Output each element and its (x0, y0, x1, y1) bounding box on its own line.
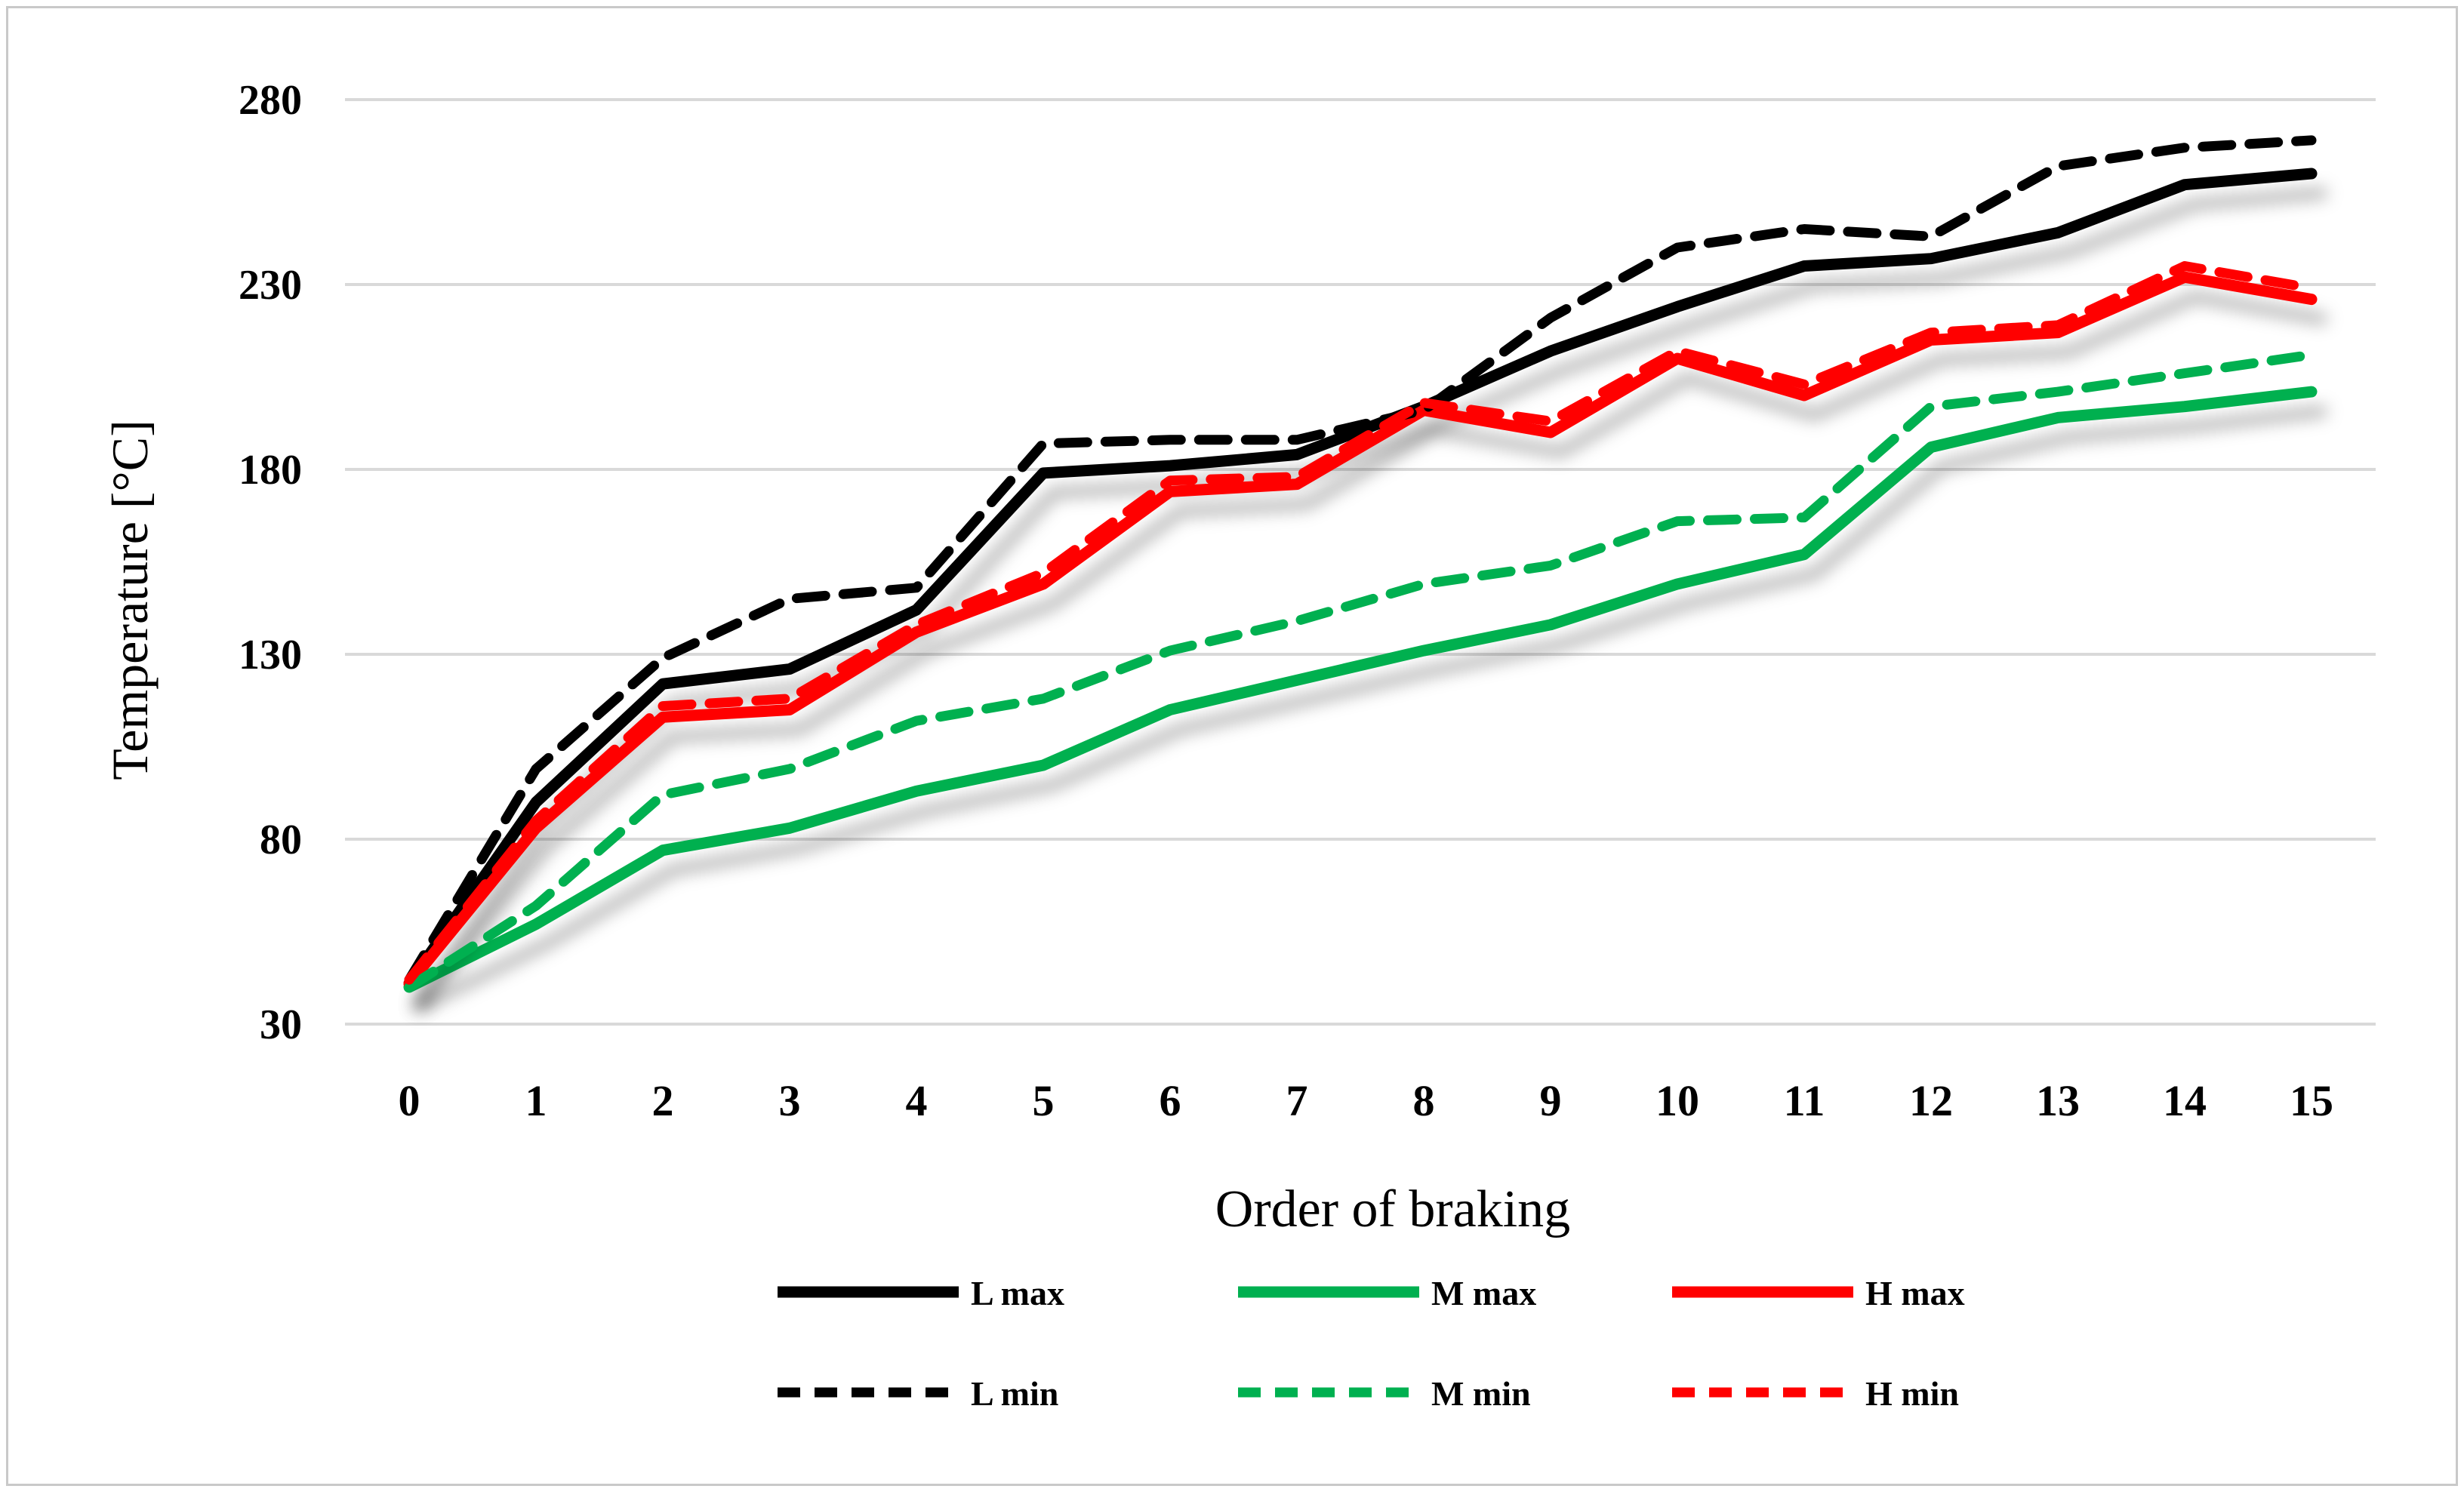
x-tick-label-9: 9 (1540, 1076, 1562, 1125)
x-tick-label-3: 3 (779, 1076, 801, 1125)
x-tick-label-11: 11 (1784, 1076, 1825, 1125)
y-tick-label-30: 30 (260, 1001, 302, 1048)
x-tick-label-10: 10 (1656, 1076, 1699, 1125)
x-tick-label-15: 15 (2290, 1076, 2333, 1125)
y-tick-label-80: 80 (260, 817, 302, 863)
legend-label-l-min: L min (971, 1374, 1058, 1413)
x-tick-label-14: 14 (2163, 1076, 2207, 1125)
x-tick-label-5: 5 (1033, 1076, 1055, 1125)
legend-label-m-max: M max (1431, 1274, 1536, 1312)
x-tick-label-1: 1 (525, 1076, 547, 1125)
series-line-h-min (404, 261, 2317, 985)
series-line-h-max (403, 271, 2318, 989)
x-tick-label-4: 4 (906, 1076, 928, 1125)
x-tick-label-7: 7 (1286, 1076, 1308, 1125)
x-tick-label-13: 13 (2036, 1076, 2080, 1125)
legend-label-h-max: H max (1865, 1274, 1965, 1312)
x-tick-label-0: 0 (399, 1076, 420, 1125)
x-axis-title: Order of braking (1215, 1180, 1570, 1238)
series-line-m-max (403, 386, 2318, 993)
y-tick-label-230: 230 (239, 262, 302, 309)
y-tick-label-180: 180 (239, 447, 302, 494)
legend-label-h-min: H min (1865, 1374, 1959, 1413)
y-tick-label-280: 280 (239, 77, 302, 124)
series-line-l-max (403, 168, 2318, 989)
series-line-m-min (404, 349, 2317, 992)
x-tick-label-8: 8 (1413, 1076, 1435, 1125)
legend-label-l-max: L max (971, 1274, 1064, 1312)
legend-label-m-min: M min (1431, 1374, 1531, 1413)
y-tick-label-130: 130 (239, 632, 302, 678)
x-tick-label-2: 2 (652, 1076, 674, 1125)
series-line-l-min (404, 135, 2317, 985)
y-axis-title: Temperature [°C] (101, 420, 159, 780)
x-tick-label-12: 12 (1909, 1076, 1953, 1125)
x-tick-label-6: 6 (1160, 1076, 1181, 1125)
